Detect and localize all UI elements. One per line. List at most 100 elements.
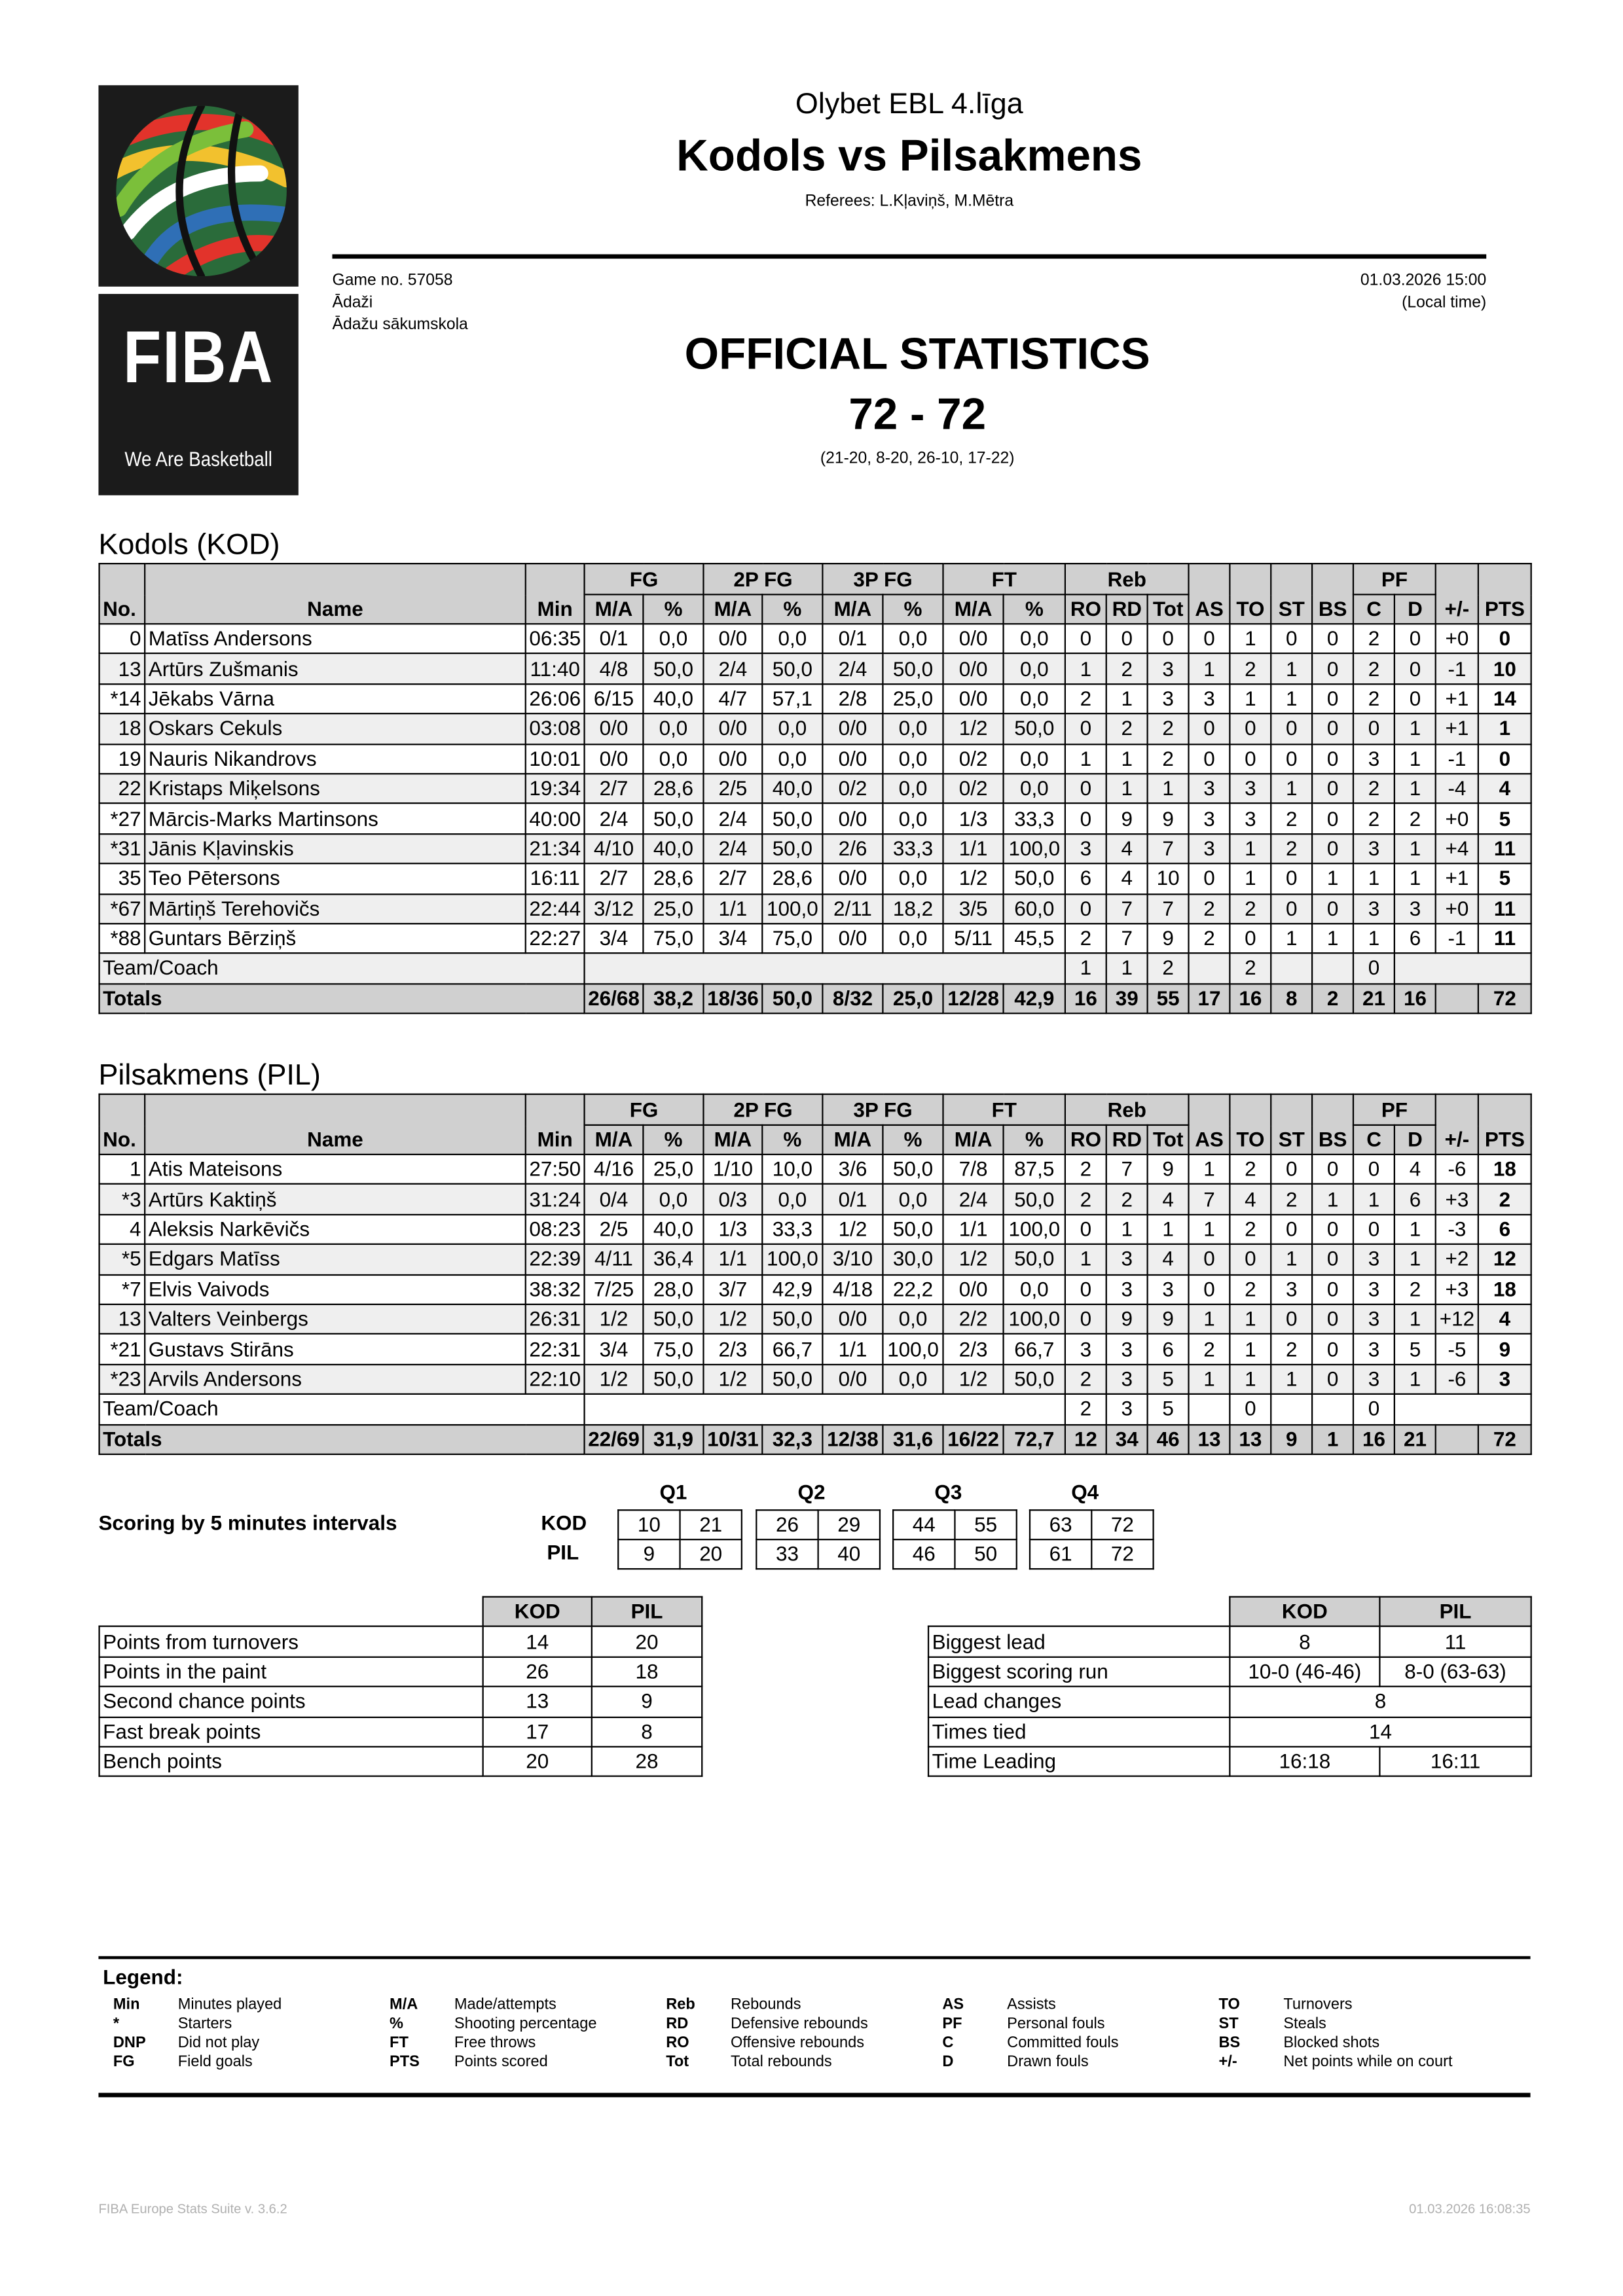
player-ft-pct: 50,0 <box>1002 1244 1067 1276</box>
player-2p-made-attempts: 2/4 <box>702 802 763 834</box>
player-def-rebounds: 4 <box>1105 833 1148 865</box>
col-min: Min <box>524 563 585 625</box>
player-fg-pct: 0,0 <box>642 713 704 745</box>
legend-description: Committed fouls <box>1007 2034 1119 2052</box>
col-made-attempts: M/A <box>702 1124 763 1155</box>
player-fouls-committed: 1 <box>1353 922 1396 955</box>
player-ft-pct: 50,0 <box>1002 863 1067 895</box>
player-points: 0 <box>1477 743 1532 775</box>
col-no: No. <box>98 1093 146 1155</box>
player-points: 12 <box>1477 1244 1532 1276</box>
player-number: *31 <box>98 833 146 865</box>
team-off-rebounds: 2 <box>1064 1393 1108 1426</box>
player-fg-made-attempts: 0/4 <box>583 1183 644 1215</box>
player-2p-pct: 100,0 <box>761 1244 824 1276</box>
player-steals: 0 <box>1270 893 1313 925</box>
player-plus-minus: -6 <box>1434 1153 1480 1185</box>
player-2p-pct: 0,0 <box>761 623 824 655</box>
player-number: 18 <box>98 713 146 745</box>
player-ft-pct: 45,5 <box>1002 922 1067 955</box>
player-fouls-drawn: 1 <box>1393 1363 1437 1395</box>
player-row: *31 Jānis Kļavinskis 21:34 4/10 40,0 2/4 50,0 2… <box>98 833 1532 865</box>
score-row-kod: 63 72 <box>1029 1509 1154 1541</box>
player-assists: 0 <box>1188 1273 1231 1305</box>
stats-header-row: KOD PIL <box>928 1596 1532 1628</box>
player-blocks: 0 <box>1311 743 1355 775</box>
legend-abbr: RO <box>666 2034 689 2052</box>
legend-description: Minutes played <box>177 1996 282 2014</box>
stat-value-pil: 16:11 <box>1379 1746 1532 1778</box>
player-off-rebounds: 0 <box>1064 773 1108 805</box>
player-off-rebounds: 2 <box>1064 1363 1108 1395</box>
player-number: *7 <box>98 1273 146 1305</box>
scoring-title: Scoring by 5 minutes intervals <box>98 1511 397 1535</box>
player-assists: 0 <box>1188 1244 1231 1276</box>
player-2p-pct: 66,7 <box>761 1333 824 1365</box>
stats-row: Biggest lead 8 11 <box>927 1626 1532 1658</box>
total-fouls-committed: 21 <box>1353 982 1396 1014</box>
team-assists <box>1188 1393 1231 1426</box>
player-2p-made-attempts: 2/7 <box>702 863 763 895</box>
player-blocks: 0 <box>1311 683 1355 715</box>
player-fouls-drawn: 1 <box>1393 1244 1437 1276</box>
player-row: 22 Kristaps Miķelsons 19:34 2/7 28,6 2/5 40,0 0… <box>98 773 1532 805</box>
player-points: 14 <box>1477 683 1532 715</box>
game-datetime: 01.03.2026 15:00 (Local time) <box>1360 270 1486 314</box>
player-total-rebounds: 1 <box>1146 1213 1190 1246</box>
player-points: 5 <box>1477 802 1532 834</box>
player-off-rebounds: 3 <box>1064 833 1108 865</box>
player-fouls-drawn: 1 <box>1393 743 1437 775</box>
player-turnovers: 2 <box>1229 1273 1272 1305</box>
player-def-rebounds: 3 <box>1105 1273 1148 1305</box>
player-fouls-drawn: 6 <box>1393 922 1437 955</box>
total-ft-made-attempts: 16/22 <box>942 1423 1004 1455</box>
legend-description: Personal fouls <box>1007 2015 1105 2033</box>
player-ft-made-attempts: 1/2 <box>942 1363 1004 1395</box>
player-fg-made-attempts: 2/5 <box>583 1213 644 1246</box>
player-steals: 1 <box>1270 653 1313 685</box>
player-fg-made-attempts: 3/4 <box>583 922 644 955</box>
player-plus-minus: +1 <box>1434 863 1480 895</box>
col-reb-0: RO <box>1064 594 1108 625</box>
player-ft-made-attempts: 0/2 <box>942 743 1004 775</box>
player-minutes: 22:27 <box>524 922 585 955</box>
box-score-table: No. Name Min FG 2P FG 3P FG FT Reb AS TO ST BS PF +/-… <box>98 563 1532 1014</box>
legend-abbr: Tot <box>666 2053 689 2071</box>
player-fg-pct: 50,0 <box>642 653 704 685</box>
team-turnovers: 2 <box>1229 952 1272 984</box>
player-minutes: 22:44 <box>524 893 585 925</box>
interval-score: 33 <box>756 1539 819 1570</box>
player-ft-made-attempts: 1/1 <box>942 1213 1004 1246</box>
player-blocks: 0 <box>1311 833 1355 865</box>
player-blocks: 0 <box>1311 1213 1355 1246</box>
player-steals: 0 <box>1270 713 1313 745</box>
player-total-rebounds: 0 <box>1146 623 1190 655</box>
total-blocks: 1 <box>1311 1423 1355 1455</box>
player-2p-pct: 50,0 <box>761 653 824 685</box>
player-blocks: 0 <box>1311 1303 1355 1335</box>
player-2p-made-attempts: 4/7 <box>702 683 763 715</box>
col-group-3: FT <box>942 1093 1067 1126</box>
player-ft-made-attempts: 0/2 <box>942 773 1004 805</box>
total-steals: 8 <box>1270 982 1313 1014</box>
player-2p-made-attempts: 2/4 <box>702 833 763 865</box>
player-turnovers: 1 <box>1229 863 1272 895</box>
player-fouls-drawn: 1 <box>1393 1213 1437 1246</box>
col-reb-1: RD <box>1105 594 1148 625</box>
col-pct: % <box>1002 594 1067 625</box>
player-off-rebounds: 0 <box>1064 893 1108 925</box>
player-2p-made-attempts: 2/5 <box>702 773 763 805</box>
player-steals: 2 <box>1270 802 1313 834</box>
player-off-rebounds: 2 <box>1064 922 1108 955</box>
player-fouls-committed: 3 <box>1353 743 1396 775</box>
player-fouls-drawn: 1 <box>1393 713 1437 745</box>
player-steals: 0 <box>1270 1213 1313 1246</box>
legend-bottom-divider <box>98 2092 1531 2098</box>
legend-abbr: FT <box>390 2034 409 2052</box>
player-fg-pct: 40,0 <box>642 833 704 865</box>
col-to: TO <box>1229 1093 1272 1155</box>
team-fouls-committed: 0 <box>1353 1393 1396 1426</box>
player-2p-pct: 40,0 <box>761 773 824 805</box>
player-number: 19 <box>98 743 146 775</box>
